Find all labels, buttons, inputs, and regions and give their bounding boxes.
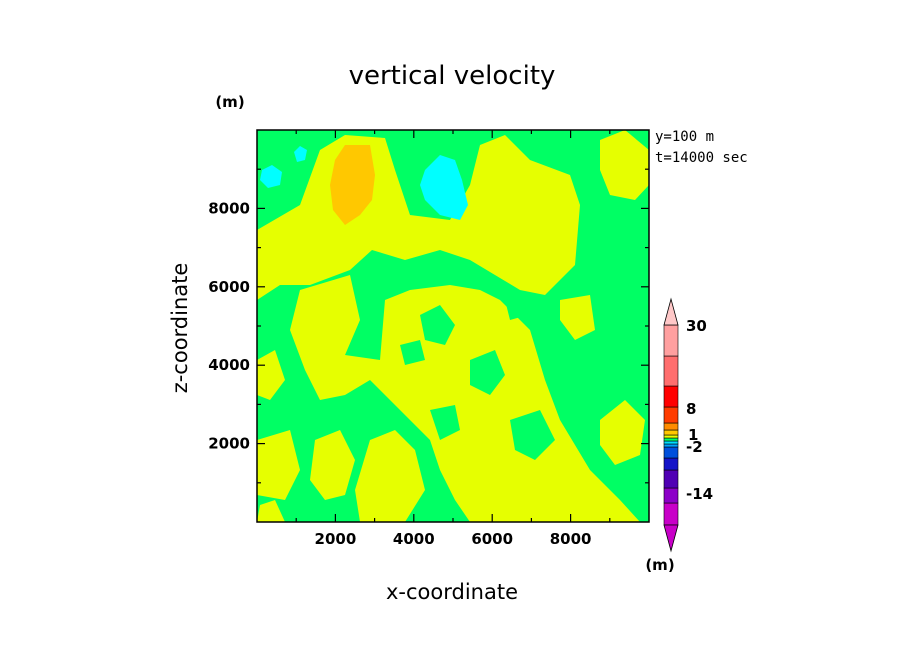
colorbar-tick-label: 1 bbox=[688, 426, 698, 444]
colorbar-unit: (m) bbox=[645, 556, 674, 574]
x-tick-label: 6000 bbox=[471, 530, 513, 548]
colorbar-tick-label: 8 bbox=[686, 400, 696, 418]
x-tick-label: 4000 bbox=[393, 530, 435, 548]
y-tick-label: 2000 bbox=[208, 435, 250, 453]
x-axis-ticks: 2000 4000 6000 8000 bbox=[295, 130, 611, 548]
colorbar-tick-label: 30 bbox=[686, 317, 707, 335]
colorbar-segment bbox=[663, 457, 679, 471]
colorbar-segment bbox=[663, 443, 679, 448]
colorbar-segment bbox=[663, 422, 679, 431]
chart-title: vertical velocity bbox=[349, 61, 556, 91]
x-tick-label: 8000 bbox=[550, 530, 592, 548]
x-tick-label: 2000 bbox=[315, 530, 357, 548]
positive-region bbox=[257, 130, 649, 522]
colorbar-tick-label: -2 bbox=[686, 438, 703, 456]
colorbar-bottom-arrow bbox=[663, 524, 679, 553]
colorbar-segment bbox=[663, 487, 679, 504]
colorbar-segment bbox=[663, 385, 679, 408]
x-axis-label: x-coordinate bbox=[386, 580, 518, 604]
colorbar-segment bbox=[663, 469, 679, 489]
info-y: y=100 m bbox=[655, 129, 714, 145]
colorbar-segment bbox=[663, 355, 679, 387]
y-tick-label: 6000 bbox=[208, 278, 250, 296]
strong-positive-region bbox=[330, 145, 375, 225]
colorbar-segment bbox=[663, 324, 679, 357]
colorbar-tick-label: -14 bbox=[686, 485, 713, 503]
plot-area bbox=[256, 129, 650, 523]
colorbar-segment bbox=[663, 440, 679, 445]
colorbar-segment bbox=[663, 437, 679, 442]
negative-region-2 bbox=[260, 165, 282, 188]
contour-field bbox=[257, 130, 649, 522]
colorbar-top-arrow bbox=[663, 297, 679, 326]
y-axis-label: z-coordinate bbox=[168, 263, 192, 394]
colorbar-segment bbox=[663, 446, 679, 459]
negative-region-1 bbox=[420, 155, 468, 220]
colorbar-segment bbox=[663, 434, 679, 439]
mixed-green-patches bbox=[400, 295, 555, 460]
y-tick-label: 8000 bbox=[208, 199, 250, 217]
colorbar-segment bbox=[663, 429, 679, 436]
colorbar: 30 8 1-2 -14 bbox=[663, 297, 713, 553]
colorbar-segment bbox=[663, 502, 679, 526]
y-axis-unit: (m) bbox=[215, 93, 244, 111]
colorbar-segment bbox=[663, 406, 679, 424]
negative-region-3 bbox=[294, 146, 307, 162]
y-axis-ticks: 2000 4000 6000 8000 bbox=[208, 168, 649, 484]
info-t: t=14000 sec bbox=[655, 150, 748, 166]
y-tick-label: 4000 bbox=[208, 356, 250, 374]
